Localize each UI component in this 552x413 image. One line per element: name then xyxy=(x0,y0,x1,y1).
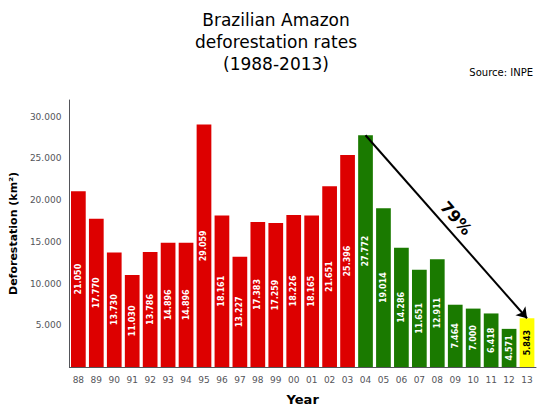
svg-text:18.165: 18.165 xyxy=(307,275,316,306)
svg-text:12: 12 xyxy=(503,375,514,385)
svg-text:14.286: 14.286 xyxy=(397,292,406,323)
svg-text:17.383: 17.383 xyxy=(253,279,262,310)
svg-text:17.770: 17.770 xyxy=(92,277,101,308)
svg-text:99: 99 xyxy=(270,375,282,385)
svg-text:89: 89 xyxy=(91,375,103,385)
svg-text:Deforestation (km²): Deforestation (km²) xyxy=(7,172,20,295)
svg-text:00: 00 xyxy=(288,375,300,385)
svg-text:30.000: 30.000 xyxy=(30,112,62,122)
svg-text:92: 92 xyxy=(144,375,155,385)
svg-text:06: 06 xyxy=(396,375,408,385)
svg-text:95: 95 xyxy=(198,375,209,385)
svg-text:Year: Year xyxy=(286,392,320,407)
svg-text:21.050: 21.050 xyxy=(74,263,83,294)
svg-text:13.730: 13.730 xyxy=(110,294,119,325)
svg-text:Brazilian Amazon: Brazilian Amazon xyxy=(202,10,349,30)
svg-text:03: 03 xyxy=(342,375,353,385)
svg-text:88: 88 xyxy=(73,375,85,385)
svg-text:7.464: 7.464 xyxy=(451,323,460,349)
svg-text:18.161: 18.161 xyxy=(217,275,226,306)
svg-text:94: 94 xyxy=(180,375,192,385)
svg-text:98: 98 xyxy=(252,375,264,385)
svg-text:09: 09 xyxy=(450,375,462,385)
svg-text:15.000: 15.000 xyxy=(30,237,62,247)
svg-text:11.651: 11.651 xyxy=(415,303,424,334)
svg-text:12.911: 12.911 xyxy=(433,297,442,328)
svg-text:11.030: 11.030 xyxy=(128,305,137,336)
svg-text:13.227: 13.227 xyxy=(235,296,244,327)
svg-text:02: 02 xyxy=(324,375,335,385)
svg-text:(1988-2013): (1988-2013) xyxy=(223,54,329,74)
svg-text:20.000: 20.000 xyxy=(30,195,62,205)
svg-text:10: 10 xyxy=(467,375,479,385)
svg-text:25.396: 25.396 xyxy=(343,245,352,276)
svg-text:13.786: 13.786 xyxy=(146,294,155,325)
svg-text:91: 91 xyxy=(126,375,137,385)
svg-text:79%: 79% xyxy=(436,198,476,239)
svg-text:93: 93 xyxy=(162,375,173,385)
svg-text:27.772: 27.772 xyxy=(361,236,370,267)
svg-text:29.059: 29.059 xyxy=(199,230,208,261)
svg-text:08: 08 xyxy=(432,375,444,385)
svg-text:7.000: 7.000 xyxy=(469,325,478,351)
svg-text:25.000: 25.000 xyxy=(30,153,62,163)
svg-text:05: 05 xyxy=(378,375,389,385)
svg-text:97: 97 xyxy=(234,375,245,385)
svg-text:96: 96 xyxy=(216,375,228,385)
svg-text:90: 90 xyxy=(109,375,121,385)
svg-text:13: 13 xyxy=(521,375,532,385)
svg-text:4.571: 4.571 xyxy=(505,335,514,361)
svg-text:10.000: 10.000 xyxy=(30,279,62,289)
svg-text:17.259: 17.259 xyxy=(271,279,280,310)
svg-text:Source: INPE: Source: INPE xyxy=(469,67,533,78)
svg-text:07: 07 xyxy=(414,375,425,385)
svg-text:21.651: 21.651 xyxy=(325,261,334,292)
svg-text:04: 04 xyxy=(360,375,372,385)
svg-text:5.000: 5.000 xyxy=(36,320,62,330)
svg-text:11: 11 xyxy=(485,375,496,385)
svg-text:5.843: 5.843 xyxy=(523,330,532,355)
svg-text:6.418: 6.418 xyxy=(487,327,496,353)
svg-text:deforestation rates: deforestation rates xyxy=(195,32,357,52)
svg-text:01: 01 xyxy=(306,375,317,385)
svg-text:14.896: 14.896 xyxy=(164,289,173,320)
svg-text:19.014: 19.014 xyxy=(379,272,388,303)
svg-text:14.896: 14.896 xyxy=(182,289,191,320)
svg-text:18.226: 18.226 xyxy=(289,275,298,306)
